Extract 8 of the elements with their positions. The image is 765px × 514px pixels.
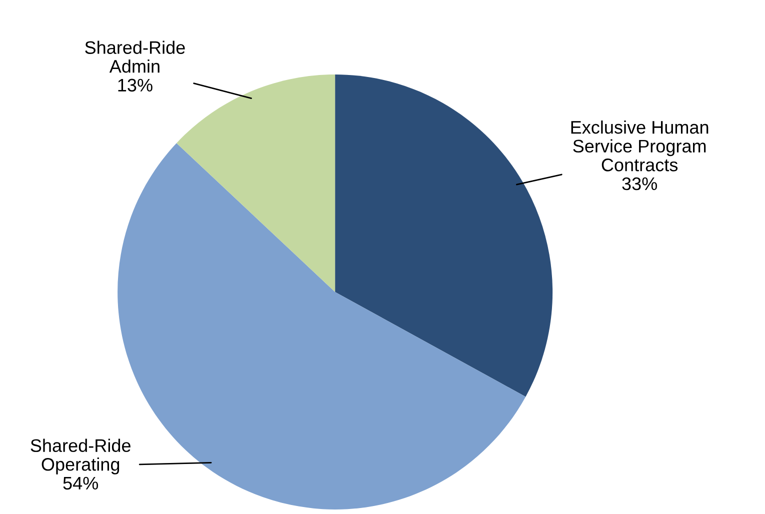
data-label: 33% — [622, 177, 657, 190]
data-label: 13% — [118, 78, 152, 92]
pie-slice — [335, 74, 553, 397]
pie-slice — [176, 74, 336, 292]
slice-label: Shared-Ride Operating — [30, 438, 130, 474]
slice-label: Exclusive Human Service Program Contracts — [571, 120, 708, 172]
data-label: 54% — [63, 476, 98, 490]
slice-label: Shared-Ride Admin — [85, 40, 185, 73]
